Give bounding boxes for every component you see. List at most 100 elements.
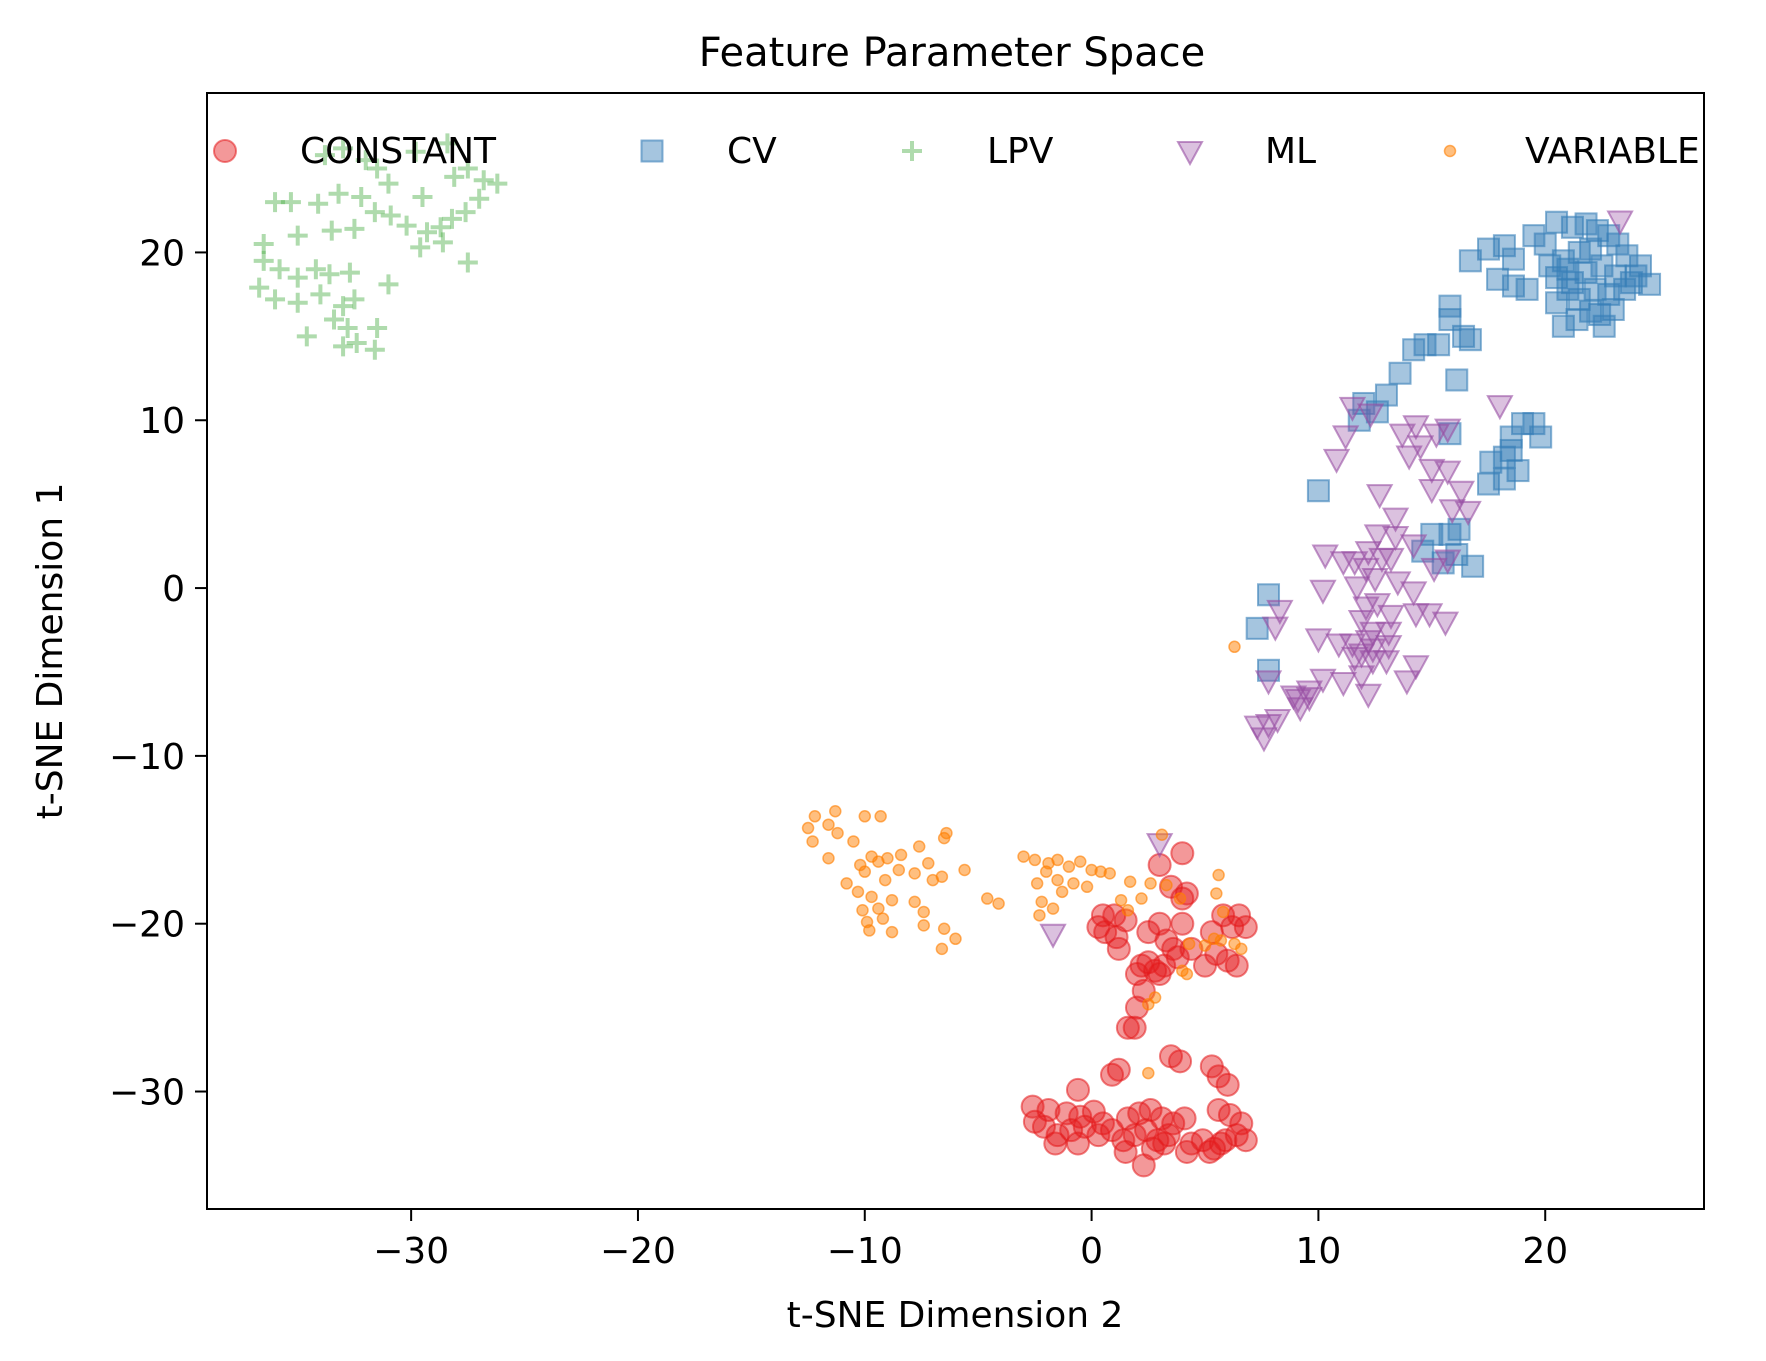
data-point: [364, 202, 385, 223]
series-cv: [1245, 210, 1662, 682]
data-point: [321, 220, 342, 241]
legend-marker: [1443, 144, 1457, 158]
data-point: [337, 317, 358, 338]
data-point: [367, 317, 388, 338]
data-point: [310, 284, 331, 305]
data-point: [1250, 727, 1278, 753]
data-point: [1206, 1064, 1231, 1089]
data-point: [1388, 361, 1412, 385]
legend-marker: [902, 141, 922, 161]
data-point: [473, 170, 494, 191]
data-point: [1035, 895, 1048, 909]
legend-item-lpv: LPV: [902, 131, 1054, 172]
data-point: [1381, 526, 1410, 552]
series-variable: [801, 640, 1248, 1080]
legend-label: VARIABLE: [1525, 131, 1700, 172]
data-point: [1551, 314, 1575, 338]
data-point: [806, 835, 819, 848]
data-point: [1352, 596, 1380, 622]
data-point: [1017, 850, 1030, 863]
chart-title: Feature Parameter Space: [699, 30, 1206, 76]
data-point: [437, 133, 458, 154]
data-point: [432, 232, 453, 253]
data-point: [1045, 1123, 1070, 1148]
data-point: [858, 810, 872, 823]
data-point: [1142, 1066, 1155, 1080]
data-point: [1147, 852, 1172, 877]
data-point: [1257, 658, 1281, 682]
data-point: [1131, 1153, 1156, 1178]
data-point: [1377, 547, 1405, 573]
data-point: [892, 863, 906, 877]
data-point: [1322, 448, 1351, 474]
data-point: [1051, 873, 1064, 887]
data-point: [1147, 962, 1172, 987]
data-point: [1254, 714, 1283, 740]
x-tick-label: −10: [827, 1231, 903, 1272]
data-point: [305, 259, 326, 280]
data-point: [1606, 210, 1634, 236]
legend-label: LPV: [987, 131, 1054, 172]
legend-item-constant: CONSTANT: [213, 131, 497, 172]
data-point: [457, 252, 478, 273]
data-point: [1030, 877, 1044, 890]
data-point: [1170, 841, 1195, 866]
data-point: [1399, 534, 1428, 560]
data-point: [1560, 215, 1584, 239]
data-point: [1148, 991, 1162, 1004]
data-point: [1039, 865, 1053, 878]
data-point: [1454, 500, 1482, 526]
data-point: [1354, 683, 1382, 709]
data-point: [249, 277, 270, 298]
data-point: [380, 205, 401, 226]
data-point: [1152, 1131, 1177, 1156]
chart-legend: CONSTANT CV LPV ML VARIABLE: [213, 131, 1700, 172]
data-point: [949, 932, 962, 946]
series-lpv: [249, 133, 508, 360]
data-point: [1434, 549, 1462, 575]
data-point: [881, 852, 894, 865]
x-tick-label: 20: [1522, 1231, 1568, 1272]
data-point: [378, 173, 399, 194]
data-point: [876, 912, 890, 925]
legend-label: CV: [727, 131, 777, 172]
legend-item-variable: VARIABLE: [1443, 131, 1700, 172]
x-axis-ticks: −30 −20 −10 0 10 20: [373, 1209, 1568, 1272]
data-point: [1208, 1131, 1233, 1156]
x-tick-label: −20: [600, 1231, 676, 1272]
data-point: [1215, 1072, 1240, 1097]
data-point: [1501, 247, 1525, 271]
data-point: [874, 810, 887, 823]
data-point: [1080, 880, 1094, 894]
data-point: [1458, 328, 1482, 352]
data-point: [1224, 953, 1249, 978]
data-point: [333, 138, 354, 159]
data-point: [346, 333, 367, 354]
data-point: [1431, 611, 1460, 637]
data-point: [1074, 855, 1087, 868]
data-point: [908, 895, 921, 909]
y-axis-label: t-SNE Dimension 1: [30, 483, 71, 820]
data-point: [922, 857, 935, 870]
data-point: [1295, 687, 1324, 713]
y-tick-label: 0: [162, 569, 185, 610]
data-point: [1254, 670, 1283, 696]
data-point: [1046, 902, 1060, 915]
data-point: [333, 296, 354, 317]
data-point: [858, 865, 872, 878]
legend-label: ML: [1265, 131, 1316, 172]
data-point: [1039, 923, 1067, 949]
data-point: [1115, 1015, 1140, 1040]
y-tick-label: 10: [139, 401, 185, 442]
data-point: [1067, 877, 1080, 890]
legend-marker: [1176, 141, 1204, 167]
data-point: [287, 225, 308, 246]
data-point: [926, 873, 940, 887]
data-point: [455, 202, 476, 223]
data-point: [935, 942, 949, 956]
data-point: [831, 826, 844, 840]
data-point: [1100, 1062, 1125, 1087]
data-point: [856, 904, 869, 917]
data-point: [937, 922, 951, 935]
data-point: [1093, 920, 1118, 945]
